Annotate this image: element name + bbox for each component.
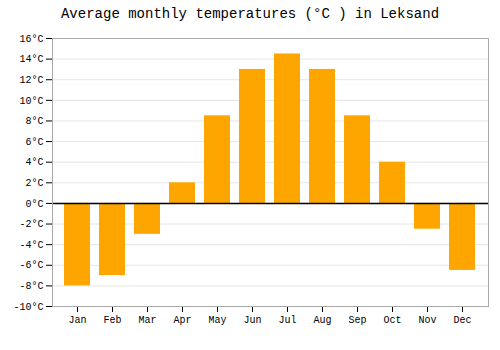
- svg-text:Mar: Mar: [138, 315, 156, 326]
- svg-text:Jan: Jan: [68, 315, 86, 326]
- svg-text:4°C: 4°C: [25, 157, 43, 168]
- svg-text:Sep: Sep: [348, 315, 366, 326]
- svg-text:8°C: 8°C: [25, 116, 43, 127]
- svg-text:-10°C: -10°C: [13, 302, 43, 313]
- svg-text:Oct: Oct: [383, 315, 401, 326]
- svg-text:6°C: 6°C: [25, 137, 43, 148]
- svg-text:Aug: Aug: [313, 315, 331, 326]
- svg-text:-2°C: -2°C: [19, 219, 43, 230]
- svg-text:May: May: [208, 315, 226, 326]
- svg-text:Apr: Apr: [173, 315, 191, 326]
- svg-text:-4°C: -4°C: [19, 240, 43, 251]
- svg-text:-8°C: -8°C: [19, 281, 43, 292]
- svg-text:Jul: Jul: [278, 315, 296, 326]
- svg-text:2°C: 2°C: [25, 178, 43, 189]
- svg-text:16°C: 16°C: [19, 34, 43, 45]
- svg-text:Nov: Nov: [418, 315, 436, 326]
- html-text:Average monthly temperatures (: Average monthly temperatures (°C ) in Le…: [61, 6, 439, 22]
- svg-text:0°C: 0°C: [25, 199, 43, 210]
- svg-text:-6°C: -6°C: [19, 260, 43, 271]
- svg-text:Feb: Feb: [103, 315, 121, 326]
- svg-text:14°C: 14°C: [19, 54, 43, 65]
- svg-text:12°C: 12°C: [19, 75, 43, 86]
- svg-text:10°C: 10°C: [19, 96, 43, 107]
- svg-text:Jun: Jun: [243, 315, 261, 326]
- svg-text:Dec: Dec: [453, 315, 471, 326]
